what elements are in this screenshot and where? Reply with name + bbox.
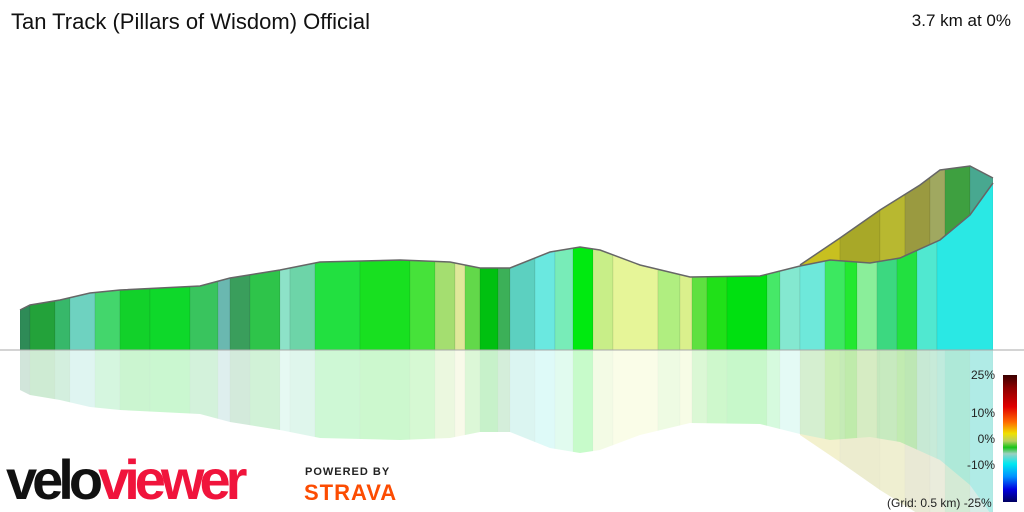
strava-logo[interactable]: STRAVA [304,480,398,505]
powered-by-label: POWERED BY [305,466,391,478]
legend-label-10: 10% [970,406,995,420]
grid-label: (Grid: 0.5 km) -25% [887,496,992,510]
gradient-colorbar [1003,375,1017,502]
route-summary: 3.7 km at 0% [911,11,1011,30]
veloviewer-logo[interactable]: veloviewer [6,448,247,511]
route-title: Tan Track (Pillars of Wisdom) Official [11,9,371,34]
legend-label-25: 25% [970,368,995,382]
profile-back-outline [799,165,994,266]
legend-label-minus10: -10% [966,458,995,472]
profile-front-outline [19,182,994,311]
legend-label-0: 0% [977,432,995,446]
